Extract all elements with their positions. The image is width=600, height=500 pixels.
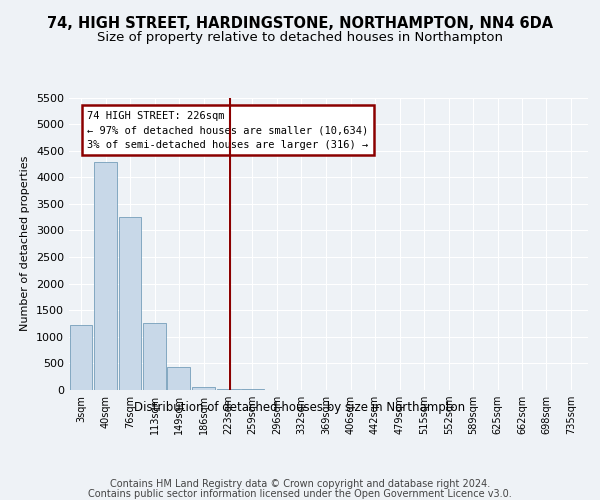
Bar (119, 216, 142, 390)
Text: Contains public sector information licensed under the Open Government Licence v3: Contains public sector information licen… (88, 489, 512, 499)
Bar (192, 387, 215, 390)
Text: 74 HIGH STREET: 226sqm
← 97% of detached houses are smaller (10,634)
3% of semi-: 74 HIGH STREET: 226sqm ← 97% of detached… (87, 110, 368, 150)
Bar (217, 389, 240, 390)
Y-axis label: Number of detached properties: Number of detached properties (20, 156, 31, 332)
Bar (167, 366, 190, 390)
Bar (94, 162, 117, 390)
Text: 74, HIGH STREET, HARDINGSTONE, NORTHAMPTON, NN4 6DA: 74, HIGH STREET, HARDINGSTONE, NORTHAMPT… (47, 16, 553, 31)
Bar (70, 325, 92, 390)
Text: Contains HM Land Registry data © Crown copyright and database right 2024.: Contains HM Land Registry data © Crown c… (110, 479, 490, 489)
Bar (143, 323, 166, 390)
Text: Distribution of detached houses by size in Northampton: Distribution of detached houses by size … (134, 401, 466, 414)
Text: Size of property relative to detached houses in Northampton: Size of property relative to detached ho… (97, 31, 503, 44)
